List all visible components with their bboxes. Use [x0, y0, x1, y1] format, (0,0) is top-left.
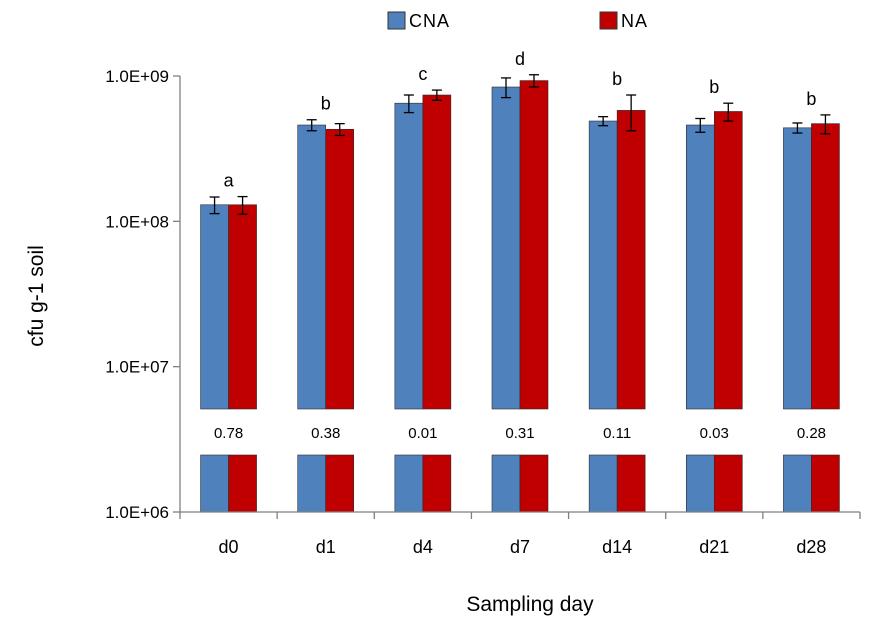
bar-na-d7-base — [519, 454, 549, 513]
bar-na-d4-base — [422, 454, 452, 513]
error-bar-na-d1 — [334, 123, 345, 137]
legend-swatch-cna — [387, 11, 406, 30]
x-tick-label-d14: d14 — [602, 537, 632, 557]
legend-label-cna: CNA — [409, 11, 450, 31]
bar-cna-d0 — [200, 204, 229, 410]
error-bar-cna-d7 — [501, 77, 511, 99]
x-tick-label-d21: d21 — [699, 537, 729, 557]
bar-na-d0-base — [228, 454, 257, 513]
error-bar-na-d21 — [723, 102, 734, 122]
error-bar-cna-d4 — [403, 94, 414, 114]
bar-na-d21-base — [713, 454, 743, 513]
bar-na-d14 — [616, 110, 646, 410]
y-tick-label: 1.0E+06 — [105, 503, 169, 522]
legend-swatch-na — [599, 11, 618, 30]
legend-label-na: NA — [621, 11, 648, 31]
bar-cna-d14 — [588, 120, 618, 410]
bars-layer: a 0.78 b 0.38 c 0.01 d 0.31 b 0.11 b 0.03 b 0.28 — [200, 49, 840, 513]
error-bar-cna-d1 — [306, 119, 317, 132]
p-value-d21: 0.03 — [700, 425, 729, 442]
x-tick-label-d1: d1 — [316, 537, 336, 557]
y-tick-label: 1.0E+08 — [105, 212, 169, 231]
y-axis-title: cfu g-1 soil — [25, 245, 48, 347]
p-value-d0: 0.78 — [214, 425, 243, 442]
significance-letter-d28: b — [806, 89, 816, 109]
error-bar-cna-d21 — [695, 117, 706, 133]
error-bar-na-d7 — [529, 74, 539, 88]
bar-cna-d4 — [394, 102, 424, 410]
bar-cna-d0-base — [200, 454, 229, 513]
error-bar-cna-d28 — [792, 122, 803, 134]
bar-cna-d21 — [685, 124, 715, 410]
significance-letter-d7: d — [515, 49, 525, 69]
error-bar-na-d14 — [626, 94, 637, 132]
bar-cna-d7-base — [491, 454, 521, 513]
y-tick-label: 1.0E+07 — [105, 358, 169, 377]
p-value-d1: 0.38 — [311, 425, 340, 442]
bar-na-d28-base — [811, 454, 840, 513]
y-tick-label: 1.0E+09 — [105, 67, 169, 86]
bar-na-d1-base — [325, 454, 355, 513]
bar-cna-d28-base — [783, 454, 812, 513]
p-value-d7: 0.31 — [505, 425, 534, 442]
x-tick-label-d7: d7 — [510, 537, 530, 557]
axes-layer: d0 d1 d4 d7 d14 d21 d28 1.0E+06 1.0E+07 1.0E+08 1.… — [105, 67, 861, 557]
bar-na-d28 — [811, 123, 840, 410]
significance-letter-d1: b — [321, 94, 331, 114]
bar-cna-d7 — [491, 86, 521, 410]
significance-letter-d4: c — [418, 64, 427, 84]
significance-letter-d21: b — [709, 77, 719, 97]
bar-cna-d1-base — [297, 454, 327, 513]
significance-letter-d0: a — [224, 171, 235, 191]
bar-na-d0 — [228, 204, 257, 410]
legend: CNA NA — [387, 11, 648, 31]
x-tick-label-d0: d0 — [219, 537, 239, 557]
bar-cna-d28 — [783, 127, 812, 410]
error-bar-na-d28 — [820, 114, 831, 135]
bar-na-d21 — [713, 111, 743, 410]
x-tick-label-d4: d4 — [413, 537, 433, 557]
bar-na-d1 — [325, 128, 355, 410]
error-bar-na-d4 — [431, 89, 442, 101]
significance-letter-d14: b — [612, 69, 622, 89]
x-tick-label-d28: d28 — [796, 537, 826, 557]
bar-cna-d14-base — [588, 454, 618, 513]
x-axis-title: Sampling day — [466, 593, 594, 616]
error-bar-cna-d14 — [598, 116, 609, 127]
bar-na-d4 — [422, 94, 452, 410]
bar-cna-d1 — [297, 124, 327, 410]
bar-na-d14-base — [616, 454, 646, 513]
bar-cna-d21-base — [685, 454, 715, 513]
bar-na-d7 — [519, 80, 549, 410]
p-value-d14: 0.11 — [603, 425, 631, 442]
error-bar-na-d0 — [237, 195, 248, 215]
p-value-d28: 0.28 — [797, 425, 826, 442]
bar-cna-d4-base — [394, 454, 424, 513]
error-bar-cna-d0 — [209, 196, 220, 215]
p-value-d4: 0.01 — [408, 425, 437, 442]
